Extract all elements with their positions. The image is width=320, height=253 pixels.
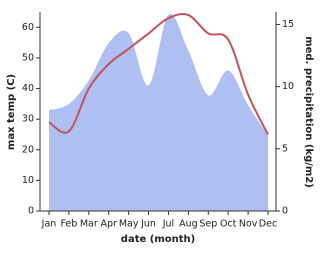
y-tick-label: 10 bbox=[22, 175, 34, 186]
x-tick-label: Jun bbox=[140, 219, 156, 230]
x-axis-label: date (month) bbox=[121, 234, 195, 245]
x-tick-label: Dec bbox=[259, 219, 277, 230]
y-tick-label: 30 bbox=[22, 114, 34, 125]
y2-axis-label: med. precipitation (kg/m2) bbox=[303, 36, 314, 188]
x-tick-label: Mar bbox=[80, 219, 98, 230]
x-tick-label: Aug bbox=[179, 219, 198, 230]
y-tick-label: 60 bbox=[22, 22, 34, 33]
x-tick-label: Apr bbox=[101, 219, 118, 230]
x-tick-label: Sep bbox=[199, 219, 217, 230]
x-tick-label: Jul bbox=[162, 219, 174, 230]
x-tick-label: Feb bbox=[60, 219, 77, 230]
y-tick-label: 20 bbox=[22, 144, 34, 155]
y2-tick-label: 0 bbox=[282, 206, 288, 217]
y-tick-label: 50 bbox=[22, 52, 34, 63]
y-axis-label: max temp (C) bbox=[6, 74, 17, 150]
precipitation-area bbox=[49, 13, 268, 211]
y2-tick-label: 10 bbox=[282, 81, 294, 92]
x-tick-label: Oct bbox=[220, 219, 237, 230]
x-tick-label: Nov bbox=[239, 219, 258, 230]
y-tick-label: 40 bbox=[22, 83, 34, 94]
x-tick-label: May bbox=[119, 219, 139, 230]
y-tick-label: 0 bbox=[28, 206, 34, 217]
y2-tick-label: 5 bbox=[282, 143, 288, 154]
temp-line bbox=[48, 13, 269, 135]
y2-tick-label: 15 bbox=[282, 19, 294, 30]
x-tick-label: Jan bbox=[41, 219, 57, 230]
chart: date (month) max temp (C) med. precipita… bbox=[6, 12, 314, 245]
